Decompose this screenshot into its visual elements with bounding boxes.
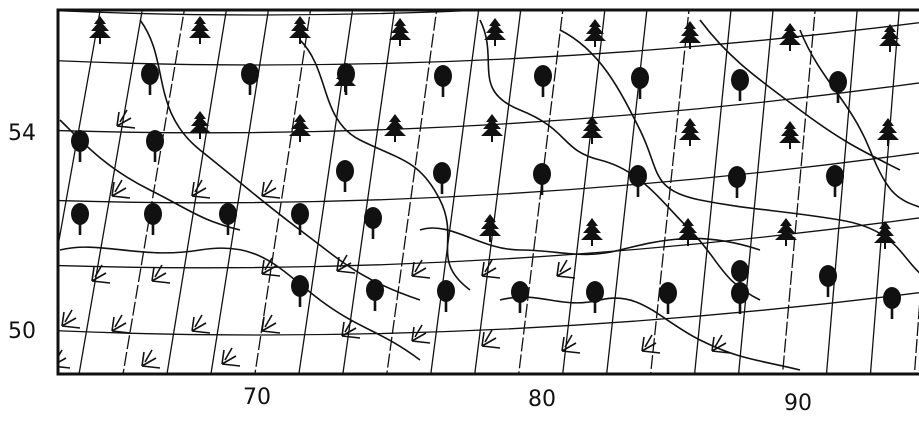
deciduous-symbol xyxy=(364,207,382,239)
grass-symbol xyxy=(191,314,211,334)
conifer-symbol xyxy=(89,16,111,44)
longitude-label: 80 xyxy=(528,387,556,412)
grass-symbol xyxy=(111,314,131,334)
longitude-line xyxy=(430,10,480,374)
conifer-symbol xyxy=(581,116,603,144)
deciduous-symbol xyxy=(731,69,749,101)
longitude-line xyxy=(913,303,919,374)
latitude-label: 54 xyxy=(8,121,36,146)
river xyxy=(499,296,801,371)
longitude-line xyxy=(254,10,312,374)
deciduous-symbol xyxy=(883,287,901,319)
grass-symbol xyxy=(641,334,661,354)
grass-symbol xyxy=(261,179,281,199)
river xyxy=(59,246,421,361)
deciduous-symbol xyxy=(434,65,452,97)
deciduous-symbol xyxy=(819,265,837,297)
conifer-symbol xyxy=(677,218,699,246)
grass-symbol xyxy=(261,314,281,334)
conifer-symbol xyxy=(289,114,311,142)
deciduous-symbol xyxy=(631,67,649,99)
conifer-symbol xyxy=(189,111,211,139)
longitude-line xyxy=(562,10,606,374)
deciduous-symbol xyxy=(291,203,309,235)
latitude-line xyxy=(58,10,500,16)
latitude-line xyxy=(58,152,919,204)
conifer-symbol xyxy=(779,121,801,149)
deciduous-symbol xyxy=(337,63,355,95)
grass-symbol xyxy=(561,334,581,354)
longitude-line xyxy=(58,10,101,250)
longitude-label: 90 xyxy=(784,391,812,416)
map-layer xyxy=(58,10,919,374)
longitude-line xyxy=(869,10,900,374)
longitude-label: 70 xyxy=(243,385,271,410)
grass-symbol xyxy=(61,309,81,329)
river xyxy=(479,19,761,301)
longitude-line xyxy=(693,10,732,374)
grass-symbol xyxy=(116,109,136,129)
grass-symbol xyxy=(411,324,431,344)
deciduous-symbol xyxy=(291,275,309,307)
deciduous-symbol xyxy=(829,71,847,103)
grass-symbol xyxy=(191,179,211,199)
river xyxy=(699,19,901,171)
longitude-line xyxy=(78,10,143,374)
grass-symbol xyxy=(481,329,501,349)
conifer-symbol xyxy=(679,118,701,146)
deciduous-symbol xyxy=(629,165,647,197)
deciduous-symbol xyxy=(534,65,552,97)
deciduous-symbol xyxy=(141,63,159,95)
river xyxy=(299,39,471,291)
grass-symbol xyxy=(111,179,131,199)
conifer-symbol xyxy=(384,114,406,142)
grass-symbol xyxy=(91,264,111,284)
longitude-line xyxy=(649,10,690,374)
deciduous-symbol xyxy=(433,162,451,194)
grass-symbol xyxy=(221,347,241,367)
conifer-symbol xyxy=(289,16,311,44)
river xyxy=(559,29,919,274)
grass-symbol xyxy=(556,259,576,279)
latitude-line xyxy=(58,22,919,66)
conifer-symbol xyxy=(874,221,896,249)
river xyxy=(799,29,919,208)
latitude-line xyxy=(58,217,919,269)
conifer-symbol xyxy=(581,218,603,246)
deciduous-symbol xyxy=(336,160,354,192)
deciduous-symbol xyxy=(659,282,677,314)
longitude-line xyxy=(122,10,185,374)
latitude-line xyxy=(58,292,919,336)
map-content xyxy=(56,8,919,376)
deciduous-symbol xyxy=(586,281,604,313)
longitude-line xyxy=(210,10,270,374)
conifer-symbol xyxy=(775,218,797,246)
river xyxy=(139,19,421,301)
latitude-label: 50 xyxy=(8,319,36,344)
conifer-symbol xyxy=(189,16,211,44)
conifer-symbol xyxy=(481,114,503,142)
conifer-symbol xyxy=(679,21,701,49)
deciduous-symbol xyxy=(71,203,89,235)
longitude-line xyxy=(825,10,858,374)
longitude-line xyxy=(781,10,816,374)
conifer-symbol xyxy=(479,214,501,242)
deciduous-symbol xyxy=(146,130,164,162)
grass-symbol xyxy=(58,349,71,369)
deciduous-symbol xyxy=(728,166,746,198)
conifer-symbol xyxy=(779,23,801,51)
grass-symbol xyxy=(141,349,161,369)
longitude-line xyxy=(737,10,774,374)
longitude-line xyxy=(342,10,396,374)
deciduous-symbol xyxy=(366,279,384,311)
longitude-line xyxy=(474,10,522,374)
grass-symbol xyxy=(481,259,501,279)
longitude-line xyxy=(606,10,648,374)
conifer-symbol xyxy=(877,118,899,146)
deciduous-symbol xyxy=(533,163,551,195)
longitude-line xyxy=(386,10,438,374)
